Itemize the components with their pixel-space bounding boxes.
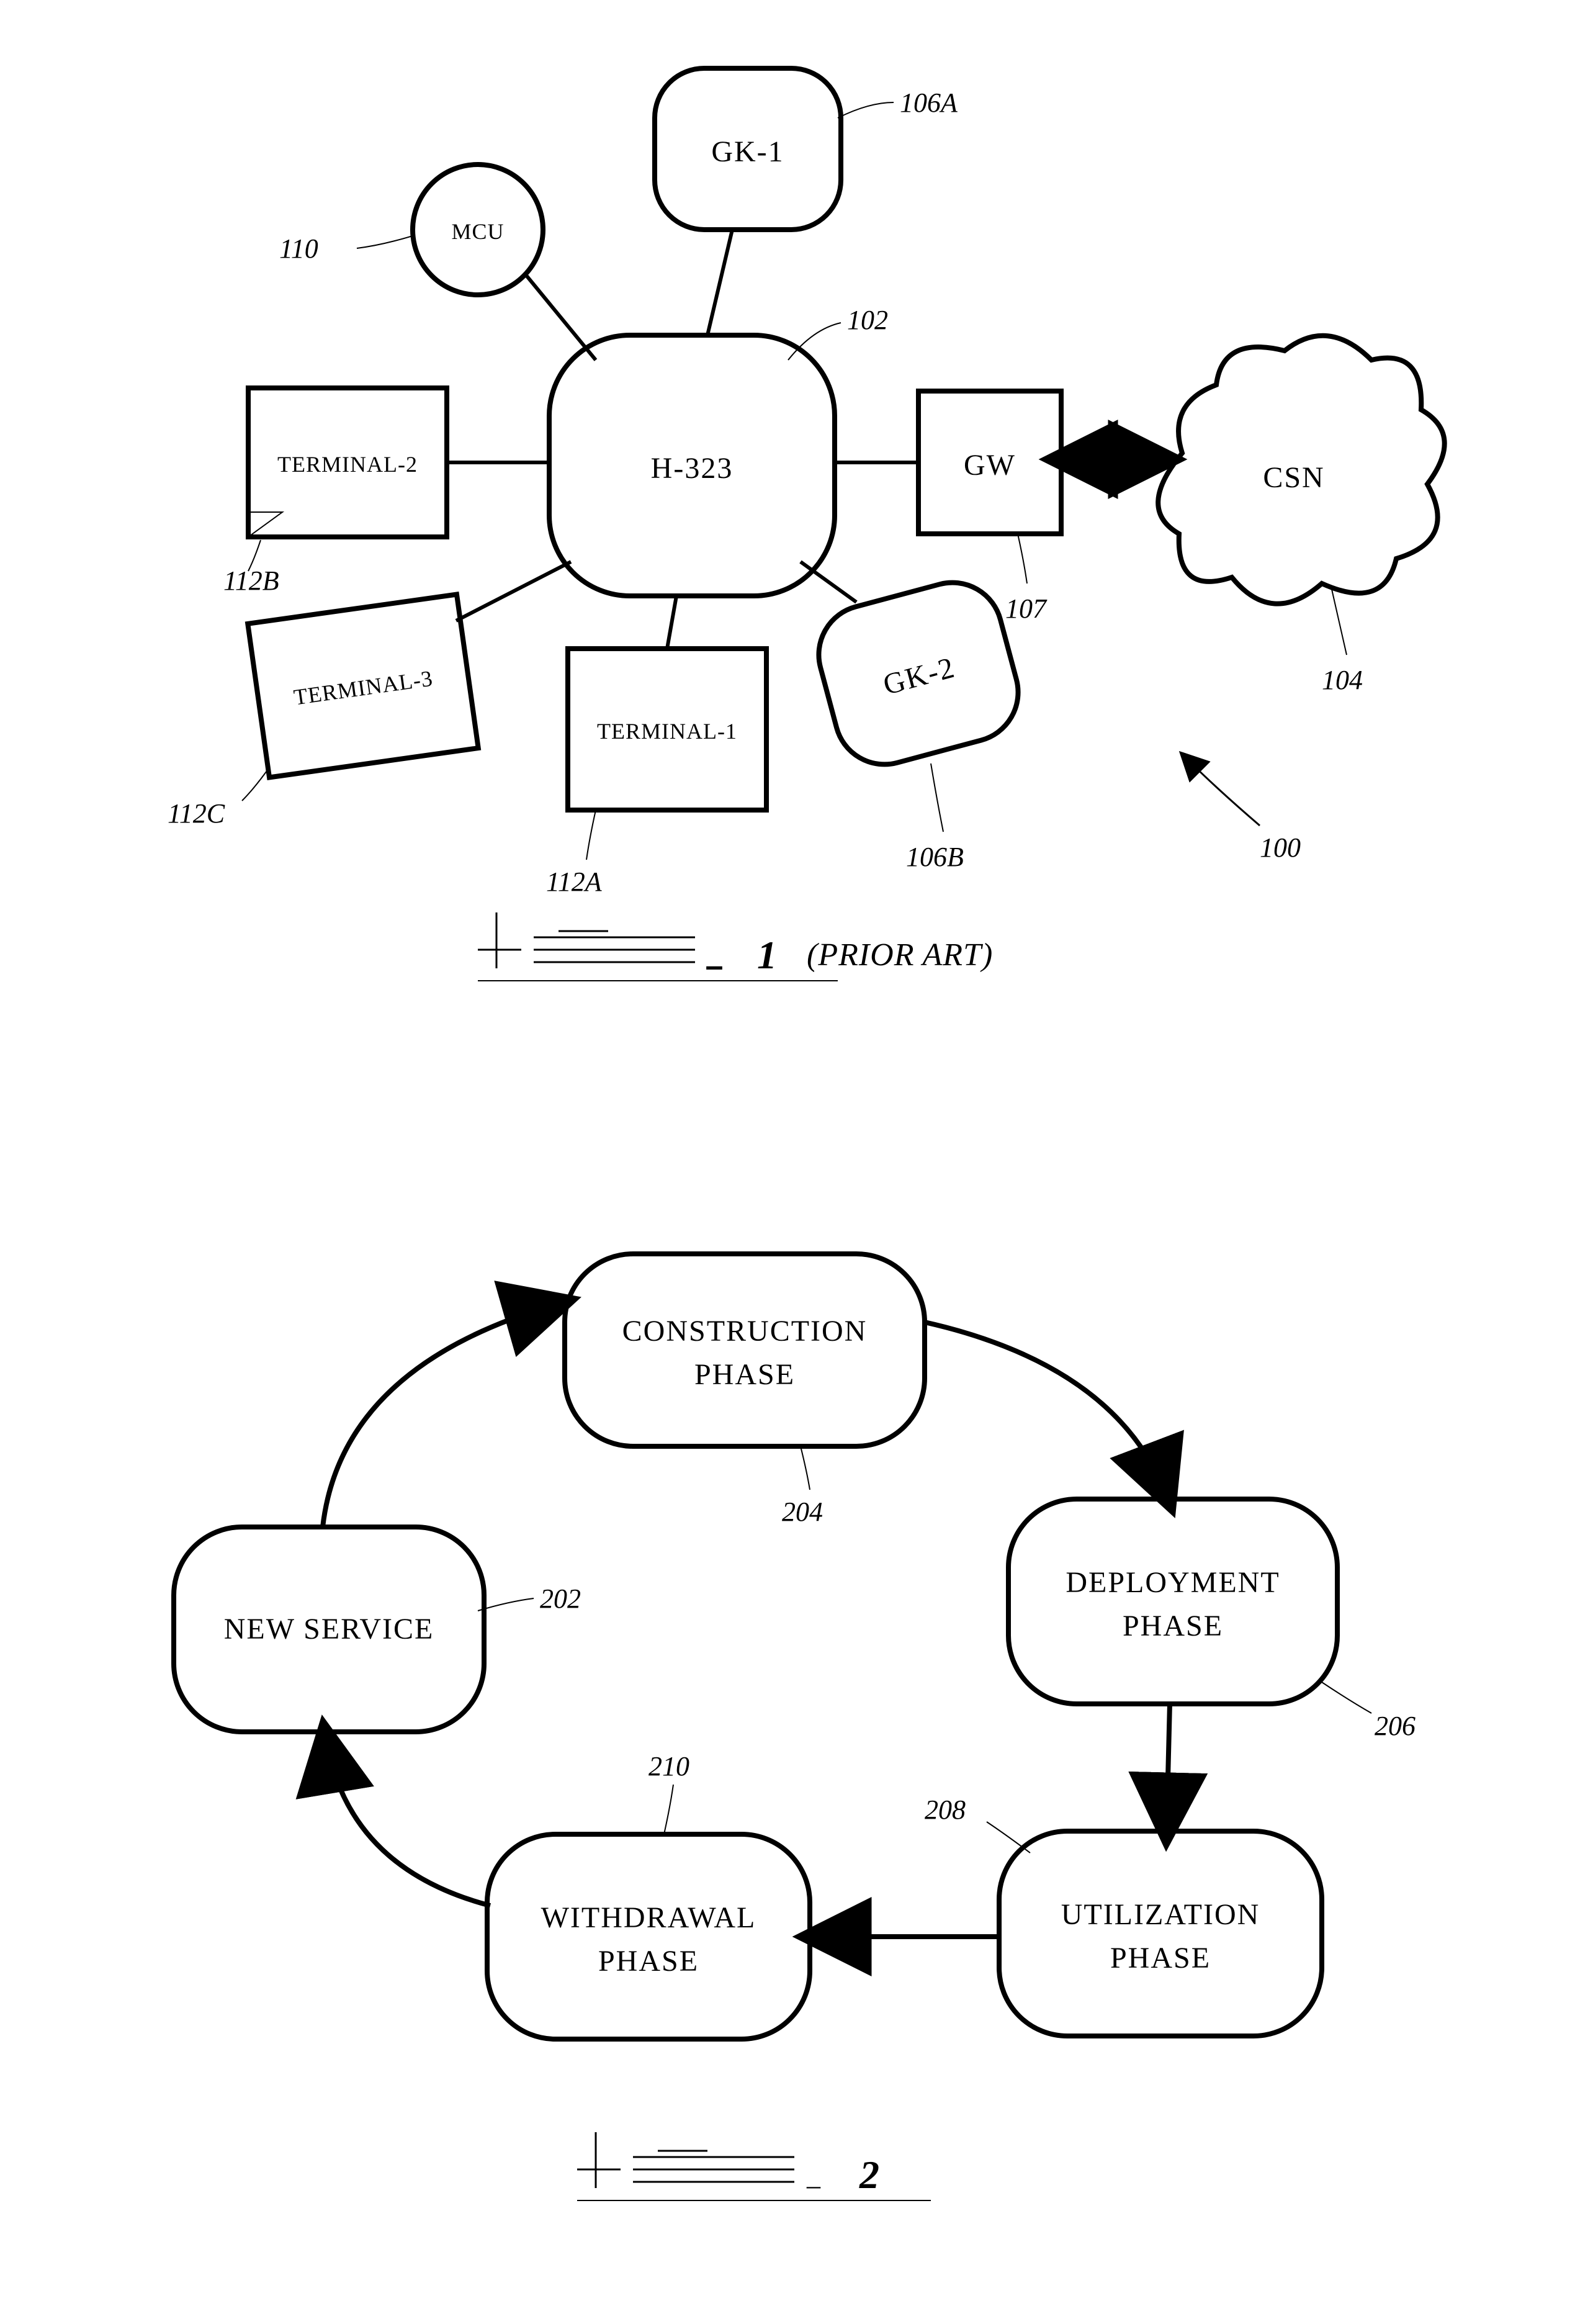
leader-210 xyxy=(664,1785,673,1834)
ref-107: 107 xyxy=(1005,593,1048,624)
ref-110: 110 xyxy=(279,233,318,264)
fig2: NEW SERVICE 202 CONSTRUCTION PHASE 204 D… xyxy=(174,1254,1416,2200)
ref-106b: 106B xyxy=(906,842,964,872)
leader-112a xyxy=(586,810,596,860)
label-withd-1: WITHDRAWAL xyxy=(541,1901,756,1934)
node-term3-group: TERMINAL-3 xyxy=(248,595,478,778)
node-gk2-group: GK-2 xyxy=(807,572,1029,776)
label-deploy-2: PHASE xyxy=(1123,1610,1223,1642)
leader-112c xyxy=(242,767,270,801)
edge-h323-term1 xyxy=(667,596,676,649)
arrow-new-const xyxy=(323,1304,559,1527)
label-h323: H-323 xyxy=(651,452,734,485)
node-const xyxy=(565,1254,925,1446)
arrow-withd-new xyxy=(326,1738,490,1906)
leader-204 xyxy=(801,1446,810,1490)
ref-112a: 112A xyxy=(546,867,603,897)
label-const-1: CONSTRUCTION xyxy=(622,1315,868,1348)
leader-107 xyxy=(1018,534,1027,583)
ref-204: 204 xyxy=(782,1497,823,1527)
label-gk2: GK-2 xyxy=(880,651,959,702)
label-term2: TERMINAL-2 xyxy=(277,452,418,477)
svg-text:_: _ xyxy=(707,941,722,971)
ref-210: 210 xyxy=(648,1751,689,1781)
leader-102 xyxy=(788,323,841,360)
fig2-caption: 2 _ xyxy=(577,2132,931,2200)
fig1-num: 1 xyxy=(757,933,777,977)
edge-h323-gk1 xyxy=(707,230,732,335)
leader-104 xyxy=(1331,587,1347,655)
svg-text:_: _ xyxy=(806,2161,821,2191)
label-term3: TERMINAL-3 xyxy=(292,665,434,709)
arrow-const-deploy xyxy=(925,1322,1167,1496)
leader-106a xyxy=(838,102,894,118)
leader-110 xyxy=(357,236,413,248)
label-deploy-1: DEPLOYMENT xyxy=(1066,1566,1280,1599)
node-deploy xyxy=(1008,1499,1337,1704)
ref-202: 202 xyxy=(540,1583,581,1614)
ref-112b: 112B xyxy=(223,565,279,596)
label-util-1: UTILIZATION xyxy=(1061,1898,1260,1931)
label-csn: CSN xyxy=(1263,461,1324,494)
ref-112c: 112C xyxy=(168,798,225,829)
fig2-num: 2 xyxy=(859,2153,879,2197)
ref-106a: 106A xyxy=(900,88,958,118)
ref-104: 104 xyxy=(1322,665,1363,695)
node-withd xyxy=(487,1834,810,2039)
fig1-caption: 1 (PRIOR ART) _ xyxy=(478,912,993,981)
label-gw: GW xyxy=(964,449,1016,482)
fold-term2 xyxy=(248,512,282,537)
fig1-suffix: (PRIOR ART) xyxy=(807,937,993,973)
leader-206 xyxy=(1322,1682,1371,1713)
ref-102: 102 xyxy=(847,305,888,335)
arrow-deploy-util xyxy=(1167,1704,1170,1828)
edge-h323-gk2 xyxy=(801,562,856,602)
edge-h323-term3 xyxy=(456,562,571,621)
node-util xyxy=(999,1831,1322,2036)
leader-208 xyxy=(987,1822,1030,1853)
fig1: H-323 102 GK-1 106A MCU 110 TERMINAL-2 1… xyxy=(168,68,1445,981)
label-const-2: PHASE xyxy=(694,1358,795,1391)
label-withd-2: PHASE xyxy=(598,1945,699,1978)
leader-106b xyxy=(931,763,943,832)
ref-206: 206 xyxy=(1375,1711,1416,1741)
label-util-2: PHASE xyxy=(1110,1942,1211,1975)
label-gk1: GK-1 xyxy=(711,135,784,168)
ref-208: 208 xyxy=(925,1795,966,1825)
leader-100 xyxy=(1185,757,1260,826)
ref-100: 100 xyxy=(1260,832,1301,863)
label-term1: TERMINAL-1 xyxy=(597,719,737,744)
label-mcu: MCU xyxy=(451,219,504,244)
label-new: NEW SERVICE xyxy=(224,1613,434,1646)
